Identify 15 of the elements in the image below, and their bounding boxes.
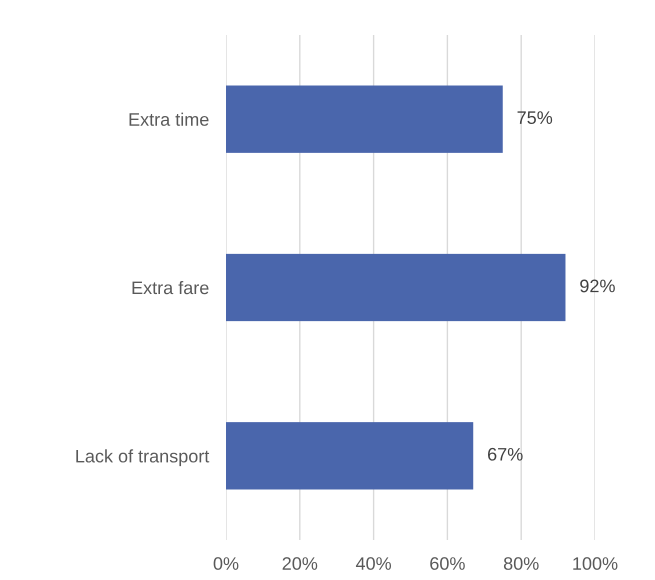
- bar: [226, 422, 474, 490]
- y-tick-label: Lack of transport: [76, 449, 210, 466]
- x-tick-label: 20%: [282, 557, 318, 570]
- x-tick-label: 60%: [430, 557, 465, 570]
- bar: [226, 86, 503, 153]
- y-tick-label: Extra fare: [132, 280, 209, 294]
- y-tick-label: Extra time: [130, 112, 209, 126]
- data-label: 92%: [580, 280, 615, 292]
- x-tick-label: 80%: [504, 557, 539, 570]
- data-label: 75%: [518, 111, 552, 124]
- data-label: 67%: [488, 448, 523, 461]
- x-tick-label: 100%: [573, 557, 618, 570]
- x-tick-label: 0%: [214, 557, 238, 570]
- bar: [226, 254, 566, 322]
- x-tick-label: 40%: [356, 557, 392, 570]
